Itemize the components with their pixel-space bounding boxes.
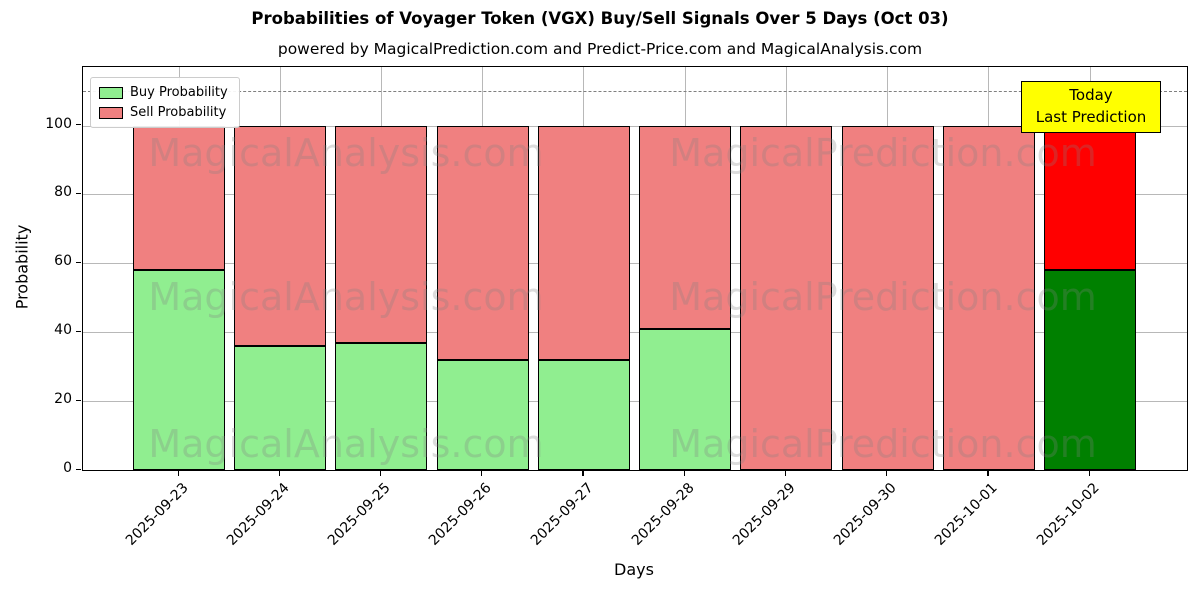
y-tick-label-40: 40 bbox=[54, 322, 72, 339]
bar-2025-09-28-sell-segment bbox=[639, 125, 732, 329]
bar-2025-09-27-buy-segment bbox=[537, 359, 630, 470]
bar-2025-10-02 bbox=[1044, 125, 1136, 470]
watermark-analysis-row2: MagicalAnalysis.com bbox=[148, 275, 544, 319]
gridline-y-80 bbox=[83, 194, 1187, 196]
gridline-y-60 bbox=[83, 263, 1187, 265]
watermark-prediction-row3: MagicalPrediction.com bbox=[669, 422, 1097, 466]
legend-item-sell: Sell Probability bbox=[99, 105, 228, 120]
y-tick-label-100: 100 bbox=[45, 115, 72, 132]
bar-2025-09-30-sell-segment bbox=[841, 125, 934, 470]
bar-2025-09-29 bbox=[740, 125, 833, 470]
bar-2025-09-28 bbox=[639, 125, 732, 470]
y-tick-label-20: 20 bbox=[54, 391, 72, 408]
today-annotation-line2: Last Prediction bbox=[1035, 107, 1147, 126]
threshold-dashed-line bbox=[83, 91, 1187, 93]
y-axis-title: Probability bbox=[12, 224, 32, 310]
legend-label-sell: Sell Probability bbox=[130, 105, 227, 120]
watermark-prediction-row1: MagicalPrediction.com bbox=[669, 131, 1097, 175]
bar-2025-09-24-sell-segment bbox=[234, 125, 327, 346]
chart-subtitle: powered by MagicalPrediction.com and Pre… bbox=[277, 40, 923, 58]
bar-2025-09-24 bbox=[234, 125, 327, 470]
gridline-y-20 bbox=[83, 401, 1187, 403]
bar-2025-09-25-buy-segment bbox=[335, 342, 428, 470]
y-tick-label-60: 60 bbox=[54, 253, 72, 270]
bar-2025-10-01-sell-segment bbox=[942, 125, 1035, 470]
y-tick-mark-20 bbox=[76, 399, 81, 401]
bar-2025-09-25 bbox=[335, 125, 428, 470]
bar-2025-09-26-sell-segment bbox=[436, 125, 529, 360]
y-tick-label-80: 80 bbox=[54, 184, 72, 201]
plot-area: MagicalAnalysis.com MagicalPrediction.co… bbox=[82, 66, 1188, 471]
legend-swatch-buy bbox=[99, 86, 123, 99]
bar-2025-09-24-buy-segment bbox=[234, 346, 327, 470]
y-tick-mark-60 bbox=[76, 261, 81, 264]
bar-2025-10-02-buy-segment bbox=[1044, 270, 1136, 470]
bar-2025-09-27 bbox=[537, 125, 630, 470]
x-tick-mark-2025-09-26 bbox=[481, 470, 483, 476]
bar-2025-10-01 bbox=[942, 125, 1035, 470]
watermark-analysis-row3: MagicalAnalysis.com bbox=[148, 422, 544, 466]
bar-2025-09-25-sell-segment bbox=[335, 125, 428, 343]
bar-2025-09-27-sell-segment bbox=[537, 125, 630, 360]
x-tick-mark-2025-09-29 bbox=[784, 470, 787, 476]
chart-legend: Buy Probability Sell Probability bbox=[90, 77, 240, 128]
x-tick-mark-2025-09-25 bbox=[379, 470, 382, 476]
x-tick-mark-2025-10-01 bbox=[987, 470, 989, 476]
legend-swatch-sell bbox=[99, 106, 123, 119]
bar-2025-09-29-sell-segment bbox=[740, 125, 833, 470]
gridline-y-100 bbox=[83, 125, 1187, 127]
watermark-analysis-row1: MagicalAnalysis.com bbox=[148, 131, 544, 175]
x-axis-title: Days bbox=[614, 560, 654, 579]
x-tick-mark-2025-09-27 bbox=[582, 470, 584, 476]
bar-2025-09-23-buy-segment bbox=[133, 270, 225, 470]
y-tick-mark-80 bbox=[76, 192, 81, 195]
today-annotation-box: Today Last Prediction bbox=[1021, 81, 1161, 133]
bar-2025-09-23 bbox=[133, 125, 225, 470]
watermark-prediction-row2: MagicalPrediction.com bbox=[669, 275, 1097, 319]
legend-item-buy: Buy Probability bbox=[99, 85, 228, 100]
y-tick-mark-0 bbox=[76, 468, 81, 470]
bar-2025-09-23-sell-segment bbox=[133, 125, 225, 271]
y-tick-mark-40 bbox=[76, 330, 81, 333]
bar-2025-09-26-buy-segment bbox=[436, 359, 529, 470]
y-tick-label-0: 0 bbox=[63, 460, 72, 476]
y-tick-mark-100 bbox=[76, 124, 81, 126]
bar-2025-10-02-sell-segment bbox=[1044, 125, 1136, 271]
bar-2025-09-28-buy-segment bbox=[639, 328, 732, 470]
chart-title: Probabilities of Voyager Token (VGX) Buy… bbox=[251, 9, 949, 28]
bar-2025-09-30 bbox=[841, 125, 934, 470]
gridline-y-40 bbox=[83, 332, 1187, 334]
x-tick-mark-2025-09-23 bbox=[177, 470, 179, 476]
x-tick-mark-2025-09-30 bbox=[886, 470, 888, 476]
today-annotation-line1: Today bbox=[1069, 86, 1113, 104]
x-tick-mark-2025-09-28 bbox=[683, 470, 685, 476]
x-tick-mark-2025-10-02 bbox=[1088, 470, 1090, 476]
bar-2025-09-26 bbox=[436, 125, 529, 470]
legend-label-buy: Buy Probability bbox=[130, 85, 228, 100]
x-tick-mark-2025-09-24 bbox=[278, 470, 281, 476]
